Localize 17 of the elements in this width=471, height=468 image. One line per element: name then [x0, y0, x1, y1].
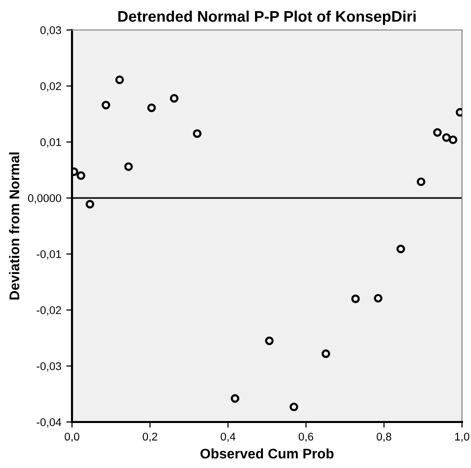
y-tick-label: -0,03: [36, 362, 62, 372]
y-tick-label: -0,02: [36, 306, 62, 316]
x-tick-label: 0,0: [64, 432, 80, 442]
x-tick-label: 0,8: [376, 432, 392, 442]
y-tick-label: 0,02: [40, 82, 62, 92]
x-tick-label: 0,4: [220, 432, 236, 442]
chart-title: Detrended Normal P-P Plot of KonsepDiri: [118, 10, 416, 25]
x-tick-label: 0,6: [298, 432, 314, 442]
x-axis-title: Observed Cum Prob: [200, 448, 334, 459]
y-axis-title: Deviation from Normal: [9, 152, 20, 300]
x-tick-label: 0,2: [142, 432, 158, 442]
y-tick-label: -0,01: [36, 250, 62, 260]
y-tick-label: 0,03: [40, 26, 62, 36]
y-tick-label: 0,0000: [28, 194, 62, 204]
x-tick-label: 1,0: [455, 432, 470, 442]
y-tick-label: 0,01: [40, 138, 62, 148]
y-tick-label: -0,04: [36, 418, 62, 428]
